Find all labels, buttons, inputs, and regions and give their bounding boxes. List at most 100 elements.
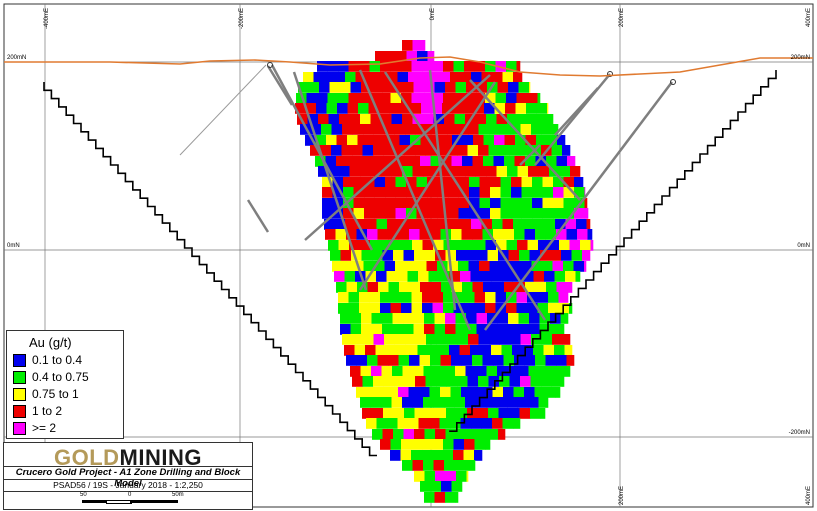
grade-block [432, 93, 444, 104]
grade-block [535, 156, 547, 167]
grade-block [334, 72, 346, 83]
grade-block [432, 450, 443, 461]
grade-block [440, 355, 452, 366]
grade-block [351, 250, 362, 261]
grade-block [504, 135, 516, 146]
grade-block [363, 334, 374, 345]
grade-block [565, 271, 576, 282]
grade-block [466, 313, 477, 324]
grade-block [383, 408, 394, 419]
grade-block [499, 334, 511, 345]
grade-block [550, 250, 562, 261]
grade-block [356, 355, 368, 366]
grade-block [525, 282, 536, 293]
grade-block [419, 229, 431, 240]
grade-block [421, 450, 433, 461]
grade-block [499, 376, 510, 387]
grade-block [469, 187, 480, 198]
grade-block [475, 114, 487, 125]
grade-block [444, 114, 455, 125]
grade-block [467, 145, 479, 156]
legend-item: 0.1 to 0.4 [13, 353, 82, 367]
grade-block [369, 303, 381, 314]
grade-block [451, 355, 462, 366]
grade-block [405, 334, 416, 345]
grade-block [490, 177, 501, 188]
grade-block [357, 135, 369, 146]
grade-block [349, 240, 360, 251]
grade-block [571, 250, 583, 261]
grade-block [474, 303, 486, 314]
grade-block [427, 208, 438, 219]
grade-block [555, 387, 561, 398]
grade-block [559, 166, 571, 177]
grade-block [454, 114, 466, 125]
drillhole-trace [179, 64, 267, 156]
grade-block [350, 324, 362, 335]
grade-block [396, 345, 408, 356]
grade-block [508, 82, 519, 93]
drillhole [246, 199, 270, 233]
grade-block [551, 145, 563, 156]
grade-block [328, 114, 340, 125]
collar [607, 71, 613, 77]
grade-block [518, 82, 530, 93]
grade-block [388, 229, 399, 240]
drillhole [358, 81, 497, 291]
grade-block [432, 439, 444, 450]
grade-block [399, 282, 410, 293]
grade-block [521, 187, 533, 198]
grade-block [384, 261, 396, 272]
grade-block [471, 387, 483, 398]
scale-label: 0 [128, 492, 132, 498]
grade-block [458, 208, 470, 219]
block-model [295, 40, 594, 503]
grade-block [392, 82, 404, 93]
grade-block [495, 93, 507, 104]
grade-block [454, 166, 466, 177]
grade-block [563, 187, 575, 198]
grade-block [482, 229, 494, 240]
grade-block [472, 229, 483, 240]
pit-outline [43, 70, 777, 457]
grade-block [477, 408, 489, 419]
legend-label: >= 2 [32, 421, 57, 435]
grade-block [424, 324, 435, 335]
grade-block [364, 187, 375, 198]
grade-block [344, 345, 355, 356]
grade-block [468, 124, 479, 135]
grade-block [444, 366, 456, 377]
grade-block [486, 114, 497, 125]
grade-block [306, 93, 318, 104]
grade-block [466, 324, 477, 335]
grade-block [345, 72, 356, 83]
grade-block [447, 334, 458, 345]
grade-block [524, 229, 536, 240]
grade-block [426, 124, 437, 135]
grade-block [448, 187, 459, 198]
grade-block [338, 93, 349, 104]
grade-block [543, 345, 555, 356]
grade-block [493, 229, 504, 240]
grade-block [360, 114, 371, 125]
grade-block [335, 229, 347, 240]
grade-block [507, 397, 518, 408]
grade-block [366, 418, 377, 429]
grade-block [433, 240, 444, 251]
x-label-bottom: 200mE [619, 486, 625, 505]
grade-block [517, 114, 529, 125]
pit-wall-left [43, 82, 377, 457]
grade-block [358, 103, 369, 114]
grade-block [436, 334, 448, 345]
grade-block [408, 387, 420, 398]
grade-block [363, 261, 375, 272]
grade-block [566, 355, 575, 366]
grade-block [490, 187, 501, 198]
grade-block [534, 387, 546, 398]
grade-block [395, 261, 406, 272]
grade-block [433, 166, 445, 177]
grade-block [411, 93, 423, 104]
grade-block [455, 313, 467, 324]
grade-block [563, 198, 575, 209]
grade-block [491, 271, 503, 282]
